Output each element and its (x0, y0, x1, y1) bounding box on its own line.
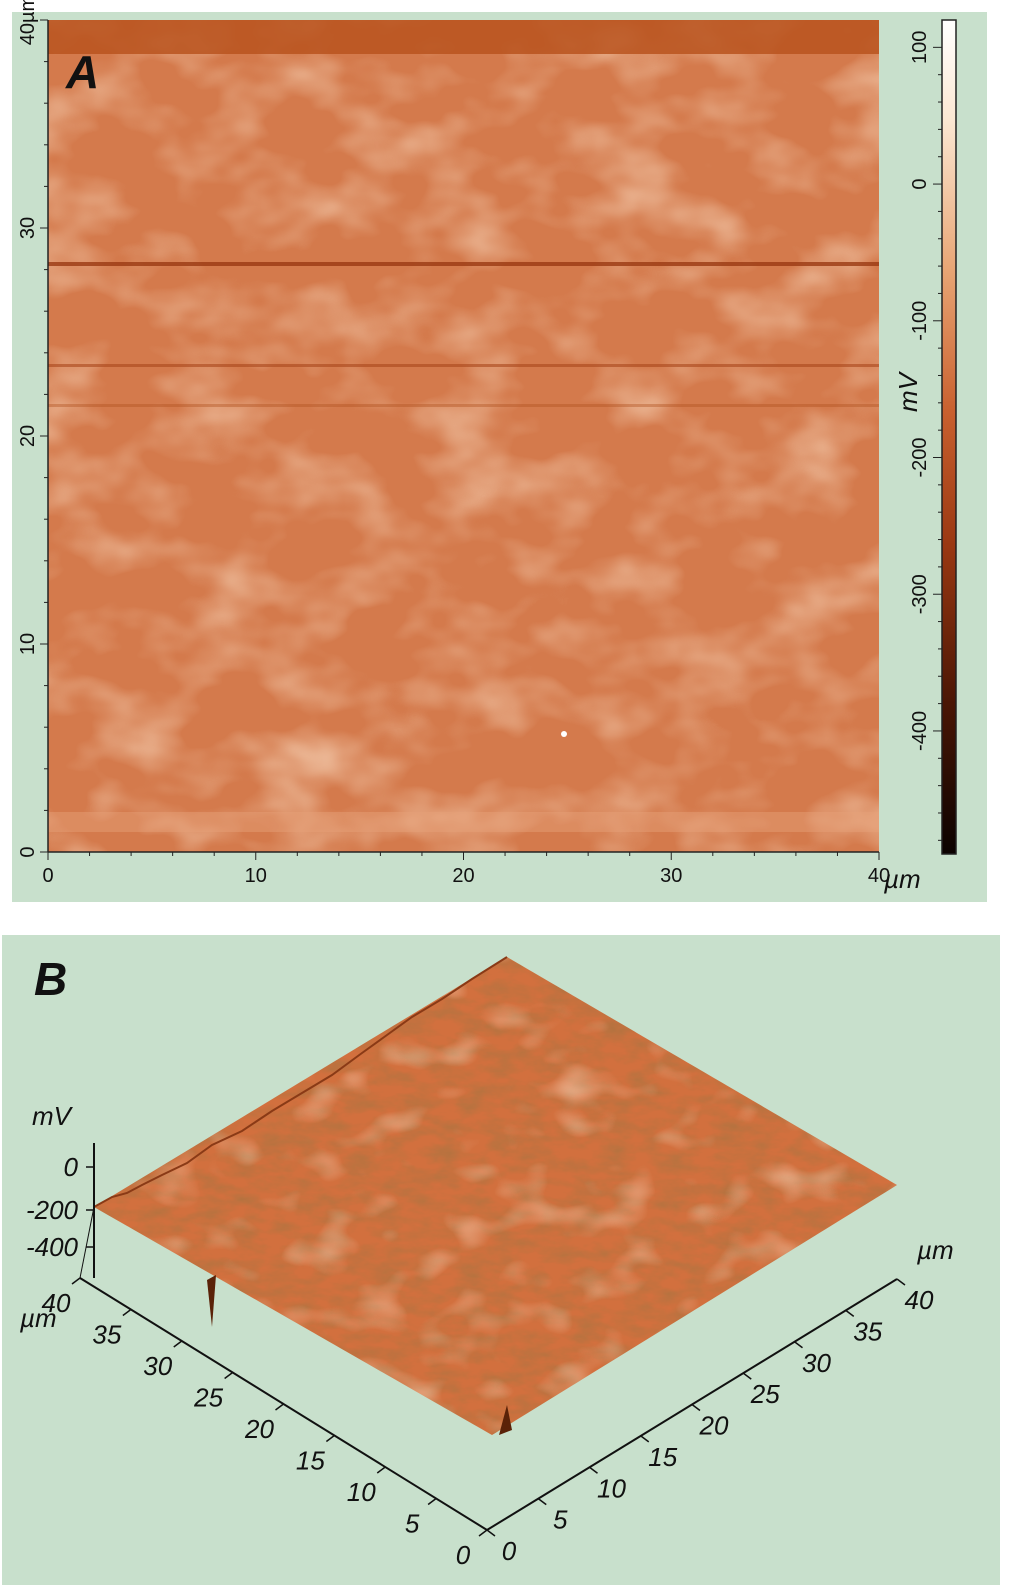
right-axis-tick (896, 1278, 906, 1286)
y-tick-label: 10 (17, 633, 39, 655)
z-axis-unit: mV (32, 1101, 74, 1131)
right-axis-tick (794, 1341, 803, 1349)
right-axis-tick (537, 1498, 547, 1506)
right-axis-tick-label: 5 (553, 1505, 568, 1535)
x-axis-unit: µm (883, 864, 921, 894)
surface-plot (93, 956, 897, 1435)
left-axis-tick-label: 25 (193, 1383, 223, 1413)
left-axis-tick-label: 10 (347, 1477, 376, 1507)
colorbar-tick-label: -200 (909, 437, 931, 477)
left-axis-tick-label: 35 (92, 1320, 121, 1350)
x-tick-label: 10 (245, 865, 267, 887)
left-axis-tick (224, 1371, 234, 1380)
left-axis-tick (173, 1340, 183, 1348)
right-axis-tick-label: 0 (502, 1536, 517, 1566)
left-axis-tick (478, 1529, 488, 1537)
left-axis-tick (275, 1403, 284, 1411)
right-axis-tick-label: 30 (802, 1348, 831, 1378)
colorbar-tick-label: -300 (909, 574, 931, 614)
x-tick-label: 0 (42, 865, 53, 887)
chart-a-svg: 0 10 20 30 40 0 10 20 30 40µm 100 0 -100 -200 -300 -40… (17, 0, 957, 894)
colorbar-unit: mV (893, 370, 923, 412)
chart-b-svg: B 0 5 10 15 20 25 30 35 40 0 5 10 15 20 25 30 35 40 0 -200 -… (19, 953, 954, 1570)
chart-b-axes: 0 5 10 15 20 25 30 35 40 0 5 10 15 20 25 30 35 40 0 -200 -40… (26, 1143, 934, 1570)
x-tick-label: 20 (452, 865, 474, 887)
left-axis-tick-label: 5 (405, 1509, 420, 1539)
colorbar-tick-label: -400 (909, 711, 931, 751)
chart-a-axes: 0 10 20 30 40 0 10 20 30 40µm (17, 0, 890, 887)
right-axis-tick (742, 1372, 752, 1380)
colorbar: 100 0 -100 -200 -300 -400 (909, 19, 957, 855)
y-tick-label: 30 (17, 217, 39, 239)
panel-label-b: B (34, 953, 67, 1005)
y-tick-label: 20 (17, 425, 39, 447)
right-axis-tick (589, 1466, 598, 1474)
panel-label-a: A (65, 46, 99, 98)
left-axis-tick (427, 1497, 437, 1506)
left-axis-tick (71, 1277, 81, 1285)
z-axis-tick-label: -400 (26, 1232, 79, 1262)
colorbar-tick-label: 100 (909, 31, 931, 64)
left-axis-tick (325, 1434, 335, 1443)
left-axis-tick-label: 15 (296, 1446, 325, 1476)
left-axis-tick (122, 1308, 132, 1317)
colorbar-tick-label: 0 (909, 179, 931, 190)
heatmap-image (48, 20, 879, 852)
z-axis-tick-label: 0 (64, 1152, 79, 1182)
left-axis-tick-label: 40 (42, 1288, 71, 1318)
left-axis-tick-label: 30 (143, 1351, 172, 1381)
right-axis-unit: µm (916, 1235, 954, 1265)
right-axis-tick (691, 1403, 701, 1412)
panel-a: 0 10 20 30 40 0 10 20 30 40µm 100 0 -100 -200 -300 -40… (12, 0, 987, 902)
right-axis-tick-label: 35 (853, 1316, 882, 1346)
right-axis-tick-label: 10 (597, 1473, 626, 1503)
right-axis-tick (640, 1435, 650, 1443)
left-axis-unit: µm (19, 1303, 57, 1333)
right-axis-tick-label: 20 (699, 1411, 729, 1441)
right-axis-tick-label: 15 (648, 1442, 677, 1472)
right-axis-tick-label: 40 (905, 1285, 934, 1315)
x-tick-label: 40 (868, 865, 890, 887)
y-tick-label: 0 (17, 846, 39, 857)
x-tick-label: 30 (660, 865, 682, 887)
y-tick-label: 40µm (17, 0, 39, 45)
left-axis-tick (376, 1466, 386, 1474)
right-axis-tick-label: 25 (750, 1379, 780, 1409)
axis-connector (79, 1206, 95, 1279)
right-axis-tick (845, 1309, 855, 1317)
z-axis-tick-label: -200 (26, 1195, 79, 1225)
left-axis-tick-label: 0 (456, 1540, 471, 1570)
panel-b: B 0 5 10 15 20 25 30 35 40 0 5 10 15 20 25 30 35 40 0 -200 -… (2, 935, 1000, 1585)
left-axis-tick-label: 20 (244, 1414, 274, 1444)
right-axis-tick (486, 1529, 496, 1537)
colorbar-tick-label: -100 (909, 301, 931, 341)
